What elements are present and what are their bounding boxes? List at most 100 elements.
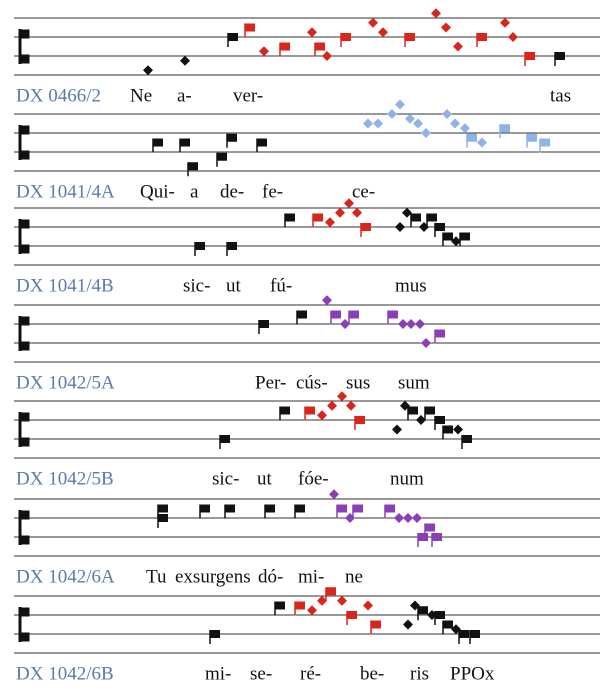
- neume-diamond: [322, 295, 332, 306]
- neume-diamond: [508, 32, 518, 42]
- neume-diamond: [403, 619, 413, 630]
- neume-diamond: [415, 319, 425, 329]
- neume-square: [220, 435, 230, 443]
- neume-diamond: [335, 207, 345, 218]
- syllable: fóe-: [298, 468, 329, 489]
- neume-diamond: [441, 22, 451, 33]
- neume-diamond: [477, 137, 487, 148]
- syllable: se-: [250, 663, 272, 684]
- syllable: tas: [550, 85, 571, 106]
- neume-diamond: [442, 109, 452, 119]
- row-label: DX 1041/4A: [16, 181, 115, 202]
- neume-diamond: [421, 128, 431, 138]
- neume-square: [305, 406, 315, 415]
- syllable: ce-: [352, 181, 375, 202]
- neume-diamond: [307, 605, 317, 616]
- neume-diamond: [387, 109, 397, 119]
- syllable: ut: [257, 468, 273, 489]
- row-label: DX 1042/5A: [16, 372, 115, 393]
- neume-diamond: [337, 391, 347, 402]
- neume-diamond: [413, 118, 423, 129]
- neume-diamond: [373, 118, 383, 129]
- row-label: DX 1042/6B: [16, 663, 114, 684]
- row-label: DX 1042/6A: [16, 566, 115, 587]
- syllable: a: [190, 181, 199, 202]
- neume-square: [371, 620, 381, 629]
- syllable: cús-: [296, 372, 328, 393]
- clef: [18, 316, 30, 351]
- syllable: Ne: [130, 85, 152, 106]
- neume-square: [408, 406, 418, 415]
- neume-diamond: [402, 207, 412, 218]
- row-label: DX 0466/2: [16, 85, 101, 106]
- neume-square: [313, 213, 323, 222]
- staff: [14, 489, 600, 557]
- neume-square: [405, 33, 415, 41]
- neume-square: [418, 606, 428, 615]
- neume-square: [297, 310, 307, 319]
- syllable: sic-: [183, 275, 210, 296]
- neume-diamond: [416, 415, 426, 425]
- staff: [14, 8, 600, 76]
- neume-diamond: [337, 595, 347, 606]
- neume-square: [355, 416, 365, 424]
- neume-diamond: [378, 27, 388, 38]
- neume-square: [275, 601, 285, 610]
- syllable: ver-: [233, 85, 263, 106]
- neume-diamond: [322, 51, 332, 61]
- neume-diamond: [340, 319, 350, 329]
- syllable: fú-: [270, 275, 292, 296]
- neume-diamond: [327, 400, 337, 411]
- staff: [14, 198, 600, 266]
- neume-square: [459, 630, 469, 638]
- neume-square: [225, 504, 235, 513]
- neume-square: [326, 587, 336, 596]
- staff: [14, 587, 600, 654]
- neume-square: [470, 630, 480, 638]
- neume-square: [361, 223, 371, 231]
- clef: [18, 29, 30, 64]
- neume-diamond: [412, 513, 422, 523]
- neume-square: [158, 504, 168, 513]
- neume-square: [435, 329, 445, 338]
- neume-diamond: [406, 319, 416, 329]
- syllable: sum: [398, 372, 430, 393]
- neume-square: [265, 504, 275, 513]
- neume-square: [425, 406, 435, 415]
- syllable: fe-: [262, 181, 283, 202]
- neume-diamond: [363, 118, 373, 129]
- neume-diamond: [325, 217, 335, 228]
- neume-square: [385, 504, 395, 513]
- neume-square: [217, 152, 227, 161]
- neume-square: [228, 33, 238, 41]
- neume-square: [315, 42, 325, 51]
- syllable: Per-: [255, 372, 286, 393]
- row-label: DX 1042/5B: [16, 468, 114, 489]
- neume-diamond: [363, 600, 373, 611]
- syllable: de-: [220, 181, 244, 202]
- syllable: mus: [395, 275, 427, 296]
- neume-diamond: [143, 65, 153, 76]
- neume-square: [341, 33, 351, 41]
- neume-square: [180, 138, 190, 147]
- neume-square: [443, 620, 453, 629]
- syllable: sic-: [212, 468, 239, 489]
- neume-square: [295, 601, 305, 610]
- neume-square: [435, 611, 445, 619]
- neume-diamond: [368, 17, 378, 28]
- syllable: exsurgens: [175, 566, 251, 587]
- neume-diamond: [421, 338, 431, 348]
- neume-square: [295, 504, 305, 513]
- syllable: Qui-: [140, 181, 175, 202]
- neume-diamond: [460, 123, 470, 134]
- clef: [18, 219, 30, 254]
- neume-diamond: [395, 222, 405, 232]
- neume-square: [280, 406, 290, 415]
- neume-square: [500, 124, 510, 133]
- neume-diamond: [405, 113, 415, 124]
- neume-square: [353, 504, 363, 513]
- neume-square: [388, 310, 398, 319]
- neume-square: [527, 133, 537, 142]
- neume-square: [280, 42, 290, 51]
